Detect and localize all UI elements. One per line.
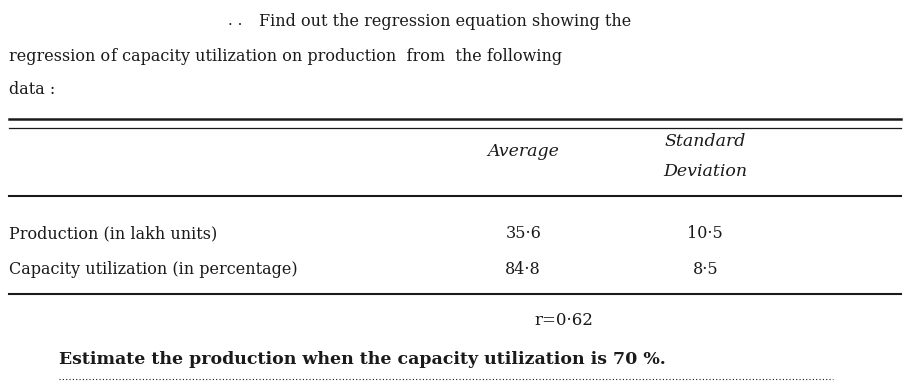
Text: Average: Average bbox=[488, 143, 559, 160]
Text: Capacity utilization (in percentage): Capacity utilization (in percentage) bbox=[9, 261, 298, 278]
Text: Estimate the production when the capacity utilization is 70 %.: Estimate the production when the capacit… bbox=[59, 351, 666, 368]
Text: data :: data : bbox=[9, 81, 56, 98]
Text: 10·5: 10·5 bbox=[687, 225, 723, 242]
Text: Production (in lakh units): Production (in lakh units) bbox=[9, 225, 217, 242]
Text: Standard: Standard bbox=[664, 133, 746, 151]
Text: r=0·62: r=0·62 bbox=[535, 312, 593, 329]
Text: 35·6: 35·6 bbox=[505, 225, 541, 242]
Text: Find out the regression equation showing the: Find out the regression equation showing… bbox=[259, 13, 632, 30]
Text: regression o: regression o bbox=[9, 48, 110, 65]
Text: . .: . . bbox=[228, 14, 242, 28]
Text: Deviation: Deviation bbox=[663, 163, 747, 180]
Text: f capacity utilization on production  from  the following: f capacity utilization on production fro… bbox=[111, 48, 562, 65]
Text: 8·5: 8·5 bbox=[693, 261, 718, 278]
Text: 84·8: 84·8 bbox=[505, 261, 541, 278]
